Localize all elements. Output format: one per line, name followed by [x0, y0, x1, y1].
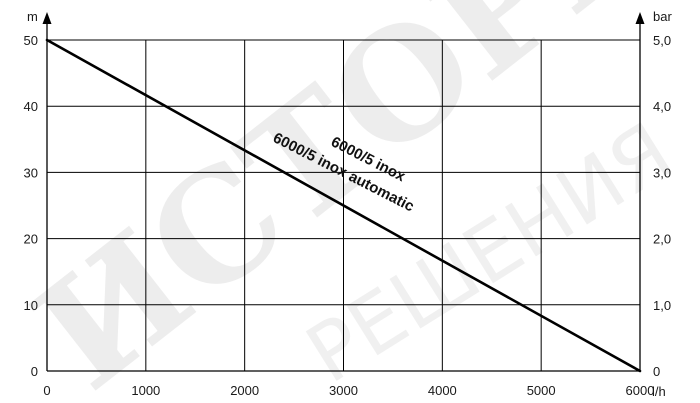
grid [47, 39, 640, 371]
y-tick-label-right: 5,0 [653, 33, 671, 48]
y-tick-label-left: 20 [24, 232, 38, 247]
y-tick-label-left: 50 [24, 33, 38, 48]
axes [42, 12, 645, 372]
x-tick-label: 6000 [626, 383, 655, 398]
y-tick-label-right: 1,0 [653, 298, 671, 313]
y-axis-left-arrow [42, 12, 52, 24]
y-tick-label-left: 10 [24, 298, 38, 313]
y-tick-label-right: 2,0 [653, 232, 671, 247]
x-unit: l/h [652, 384, 666, 399]
y-tick-label-left: 0 [31, 364, 38, 379]
series-layer [45, 38, 642, 373]
x-tick-label: 0 [43, 383, 50, 398]
x-tick-label: 4000 [428, 383, 457, 398]
x-tick-label: 1000 [131, 383, 160, 398]
y-axis-right-arrow [635, 12, 645, 24]
y-unit-left: m [27, 9, 38, 24]
y-tick-label-left: 30 [24, 165, 38, 180]
y-unit-right: bar [653, 9, 672, 24]
x-tick-label: 3000 [329, 383, 358, 398]
x-tick-label: 5000 [527, 383, 556, 398]
y-tick-label-right: 3,0 [653, 165, 671, 180]
y-tick-label-right: 4,0 [653, 99, 671, 114]
y-tick-label-right: 0 [653, 364, 660, 379]
series-line-0 [45, 38, 642, 373]
x-tick-label: 2000 [230, 383, 259, 398]
y-tick-label-left: 40 [24, 99, 38, 114]
